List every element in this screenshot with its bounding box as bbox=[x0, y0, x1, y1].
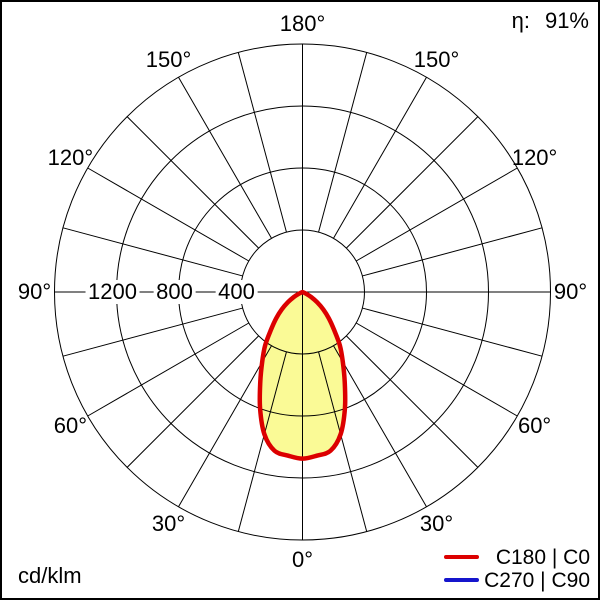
spoke bbox=[178, 76, 272, 239]
spoke bbox=[318, 52, 368, 233]
spoke bbox=[237, 52, 287, 233]
angle-label-30-left: 30° bbox=[151, 511, 186, 537]
spoke bbox=[355, 167, 518, 262]
radial-tick-label-800: 800 bbox=[153, 280, 196, 304]
spoke bbox=[333, 76, 427, 239]
angle-label-150-right: 150° bbox=[413, 46, 460, 72]
legend-line-blue bbox=[444, 578, 479, 582]
spoke bbox=[126, 335, 260, 468]
spoke bbox=[62, 307, 243, 357]
spoke bbox=[345, 335, 479, 468]
spoke bbox=[355, 322, 518, 417]
legend: C180 | C0 C270 | C90 bbox=[444, 545, 590, 592]
efficiency-value: 91% bbox=[544, 8, 589, 33]
angle-label-150-left: 150° bbox=[145, 46, 192, 72]
radial-tick-label-1200: 1200 bbox=[85, 280, 140, 304]
angle-label-60-left: 60° bbox=[53, 413, 88, 438]
spoke bbox=[62, 227, 243, 277]
legend-item-c270-c90: C270 | C90 bbox=[444, 568, 590, 592]
spoke bbox=[126, 116, 260, 249]
intensity-curve-c180-c0 bbox=[257, 289, 348, 461]
legend-label: C270 | C90 bbox=[484, 568, 590, 592]
spoke bbox=[87, 167, 250, 262]
unit-label: cd/klm bbox=[18, 562, 82, 588]
spoke bbox=[87, 322, 250, 417]
spoke bbox=[362, 227, 543, 277]
efficiency-readout: η: 91% bbox=[512, 8, 589, 34]
angle-label-90-left: 90° bbox=[17, 279, 52, 304]
spoke bbox=[362, 307, 543, 357]
spoke bbox=[237, 351, 287, 532]
angle-label-90-right: 90° bbox=[553, 279, 588, 304]
legend-item-c180-c0: C180 | C0 bbox=[444, 545, 590, 569]
angle-label-60-right: 60° bbox=[517, 413, 552, 438]
angle-label-180: 180° bbox=[279, 11, 326, 36]
legend-line-red bbox=[444, 555, 479, 559]
legend-label: C180 | C0 bbox=[495, 545, 590, 569]
angle-label-0: 0° bbox=[291, 547, 314, 572]
radial-tick-label-400: 400 bbox=[215, 280, 258, 304]
angle-label-120-left: 120° bbox=[47, 145, 94, 170]
spoke bbox=[345, 116, 479, 249]
efficiency-label: η: bbox=[511, 8, 530, 33]
angle-label-120-right: 120° bbox=[511, 145, 558, 170]
spoke bbox=[333, 345, 427, 508]
spoke bbox=[318, 351, 368, 532]
angle-label-30-right: 30° bbox=[419, 511, 454, 537]
spoke bbox=[178, 345, 272, 508]
